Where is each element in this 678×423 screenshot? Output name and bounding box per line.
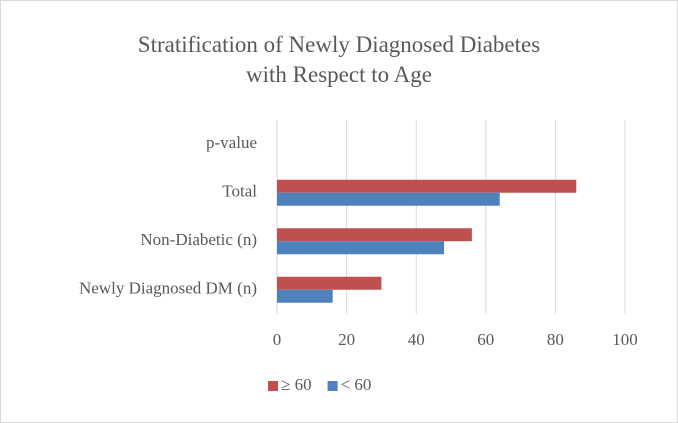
legend-label: < 60 bbox=[341, 375, 372, 394]
legend-swatch bbox=[327, 381, 338, 391]
x-tick-label: 60 bbox=[477, 330, 494, 349]
y-tick-label: Non-Diabetic (n) bbox=[140, 230, 257, 249]
y-tick-label: p-value bbox=[206, 133, 257, 152]
x-tick-label: 100 bbox=[612, 330, 638, 349]
bar bbox=[277, 289, 333, 303]
y-tick-label: Total bbox=[222, 182, 257, 201]
bar bbox=[277, 179, 577, 193]
chart-title: Stratification of Newly Diagnosed Diabet… bbox=[137, 32, 541, 87]
legend-swatch bbox=[268, 381, 278, 391]
bar bbox=[277, 228, 472, 242]
x-tick-label: 40 bbox=[408, 330, 425, 349]
bar bbox=[277, 276, 382, 290]
legend-label: ≥ 60 bbox=[281, 375, 312, 394]
bar bbox=[277, 192, 500, 206]
y-tick-label: Newly Diagnosed DM (n) bbox=[79, 279, 257, 298]
x-tick-label: 20 bbox=[338, 330, 355, 349]
x-tick-label: 0 bbox=[273, 330, 282, 349]
x-tick-label: 80 bbox=[547, 330, 564, 349]
bar bbox=[277, 241, 445, 255]
